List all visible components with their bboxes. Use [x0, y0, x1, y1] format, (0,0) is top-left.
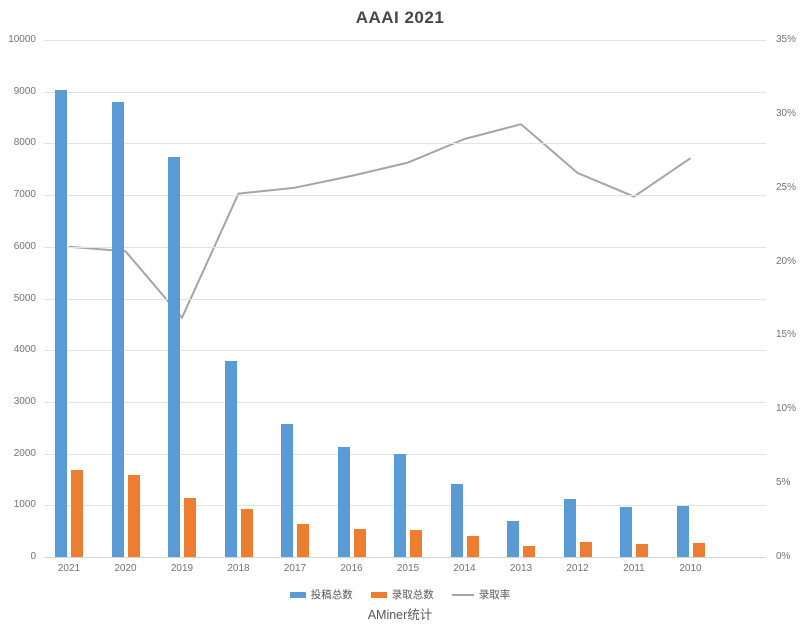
- gridline: [44, 298, 766, 300]
- y-axis-tick-left: 5000: [13, 292, 36, 304]
- legend-item-rate: 录取率: [451, 587, 511, 602]
- x-axis-tick: 2018: [227, 563, 250, 574]
- gridline: [44, 40, 766, 41]
- bar-submissions: [281, 424, 293, 557]
- chart-title: AAAI 2021: [355, 8, 445, 27]
- y-axis-tick-left: 9000: [13, 85, 36, 97]
- y-axis-tick-right: 30%: [776, 107, 797, 119]
- gridline: [44, 195, 766, 197]
- bar-submissions: [676, 506, 689, 557]
- y-axis-tick-right: 15%: [776, 329, 797, 341]
- gridline: [44, 143, 766, 145]
- legend-bar-swatch: [370, 591, 387, 598]
- bar-submissions: [111, 102, 124, 557]
- x-axis-tick: 2014: [453, 563, 476, 574]
- y-axis-tick-left: 10000: [8, 34, 36, 45]
- y-axis-tick-left: 3000: [13, 395, 36, 407]
- y-axis-tick-left: 8000: [13, 137, 36, 149]
- legend-line-swatch: [451, 593, 474, 596]
- bar-submissions: [224, 360, 237, 557]
- bar-submissions: [620, 506, 632, 557]
- bar-submissions: [507, 520, 519, 557]
- x-axis-tick: 2019: [170, 563, 194, 574]
- bar-submissions: [337, 446, 350, 557]
- bar-accepted: [523, 546, 535, 557]
- bar-accepted: [240, 508, 253, 557]
- y-axis-tick-right: 25%: [776, 181, 797, 193]
- bar-accepted: [466, 536, 479, 557]
- y-axis-tick-left: 7000: [13, 189, 36, 201]
- gridline: [44, 246, 766, 248]
- bar-accepted: [410, 529, 422, 557]
- y-axis-tick-right: 0%: [776, 551, 791, 562]
- bar-submissions: [394, 454, 406, 557]
- bar-submissions: [168, 156, 180, 557]
- bar-accepted: [71, 469, 83, 557]
- source-caption: AMiner统计: [367, 608, 433, 622]
- legend-label: 录取率: [478, 589, 511, 601]
- y-axis-tick-right: 5%: [776, 477, 791, 489]
- bar-accepted: [297, 524, 309, 557]
- bar-submissions: [55, 89, 67, 557]
- gridline: [44, 91, 766, 93]
- legend-label: 投稿总数: [310, 589, 353, 601]
- legend-item-accepted: 录取总数: [370, 587, 434, 602]
- x-axis-tick: 2013: [509, 563, 533, 574]
- x-axis-tick: 2017: [283, 563, 307, 574]
- x-axis-tick: 2010: [679, 563, 702, 574]
- legend-item-submissions: 投稿总数: [289, 587, 353, 602]
- y-axis-tick-left: 2000: [13, 447, 36, 459]
- legend-label: 录取总数: [391, 589, 434, 601]
- x-axis-tick: 2021: [57, 563, 81, 574]
- y-axis-tick-right: 20%: [776, 255, 797, 267]
- y-axis-tick-right: 10%: [776, 403, 797, 415]
- bar-submissions: [450, 484, 463, 557]
- gridline: [44, 557, 766, 558]
- y-axis-tick-left: 0: [30, 551, 36, 562]
- bar-accepted: [636, 544, 648, 557]
- legend-bar-swatch: [289, 591, 306, 598]
- bar-accepted: [692, 543, 705, 557]
- x-axis-tick: 2012: [566, 563, 589, 574]
- x-axis-tick: 2020: [114, 563, 137, 574]
- x-axis-tick: 2016: [340, 563, 363, 574]
- legend: 投稿总数 录取总数 录取率: [0, 587, 800, 602]
- bar-accepted: [579, 541, 592, 557]
- x-axis-tick: 2015: [396, 563, 420, 574]
- gridline: [44, 350, 766, 352]
- bar-accepted: [127, 474, 140, 557]
- bar-accepted: [353, 528, 366, 557]
- x-axis-tick: 2011: [623, 563, 645, 574]
- bar-accepted: [184, 497, 196, 557]
- y-axis-tick-left: 4000: [13, 344, 36, 356]
- y-axis-tick-left: 6000: [13, 240, 36, 252]
- y-axis-tick-right: 35%: [776, 34, 797, 45]
- bar-submissions: [563, 498, 576, 557]
- gridline: [44, 401, 766, 403]
- y-axis-tick-left: 1000: [13, 499, 36, 511]
